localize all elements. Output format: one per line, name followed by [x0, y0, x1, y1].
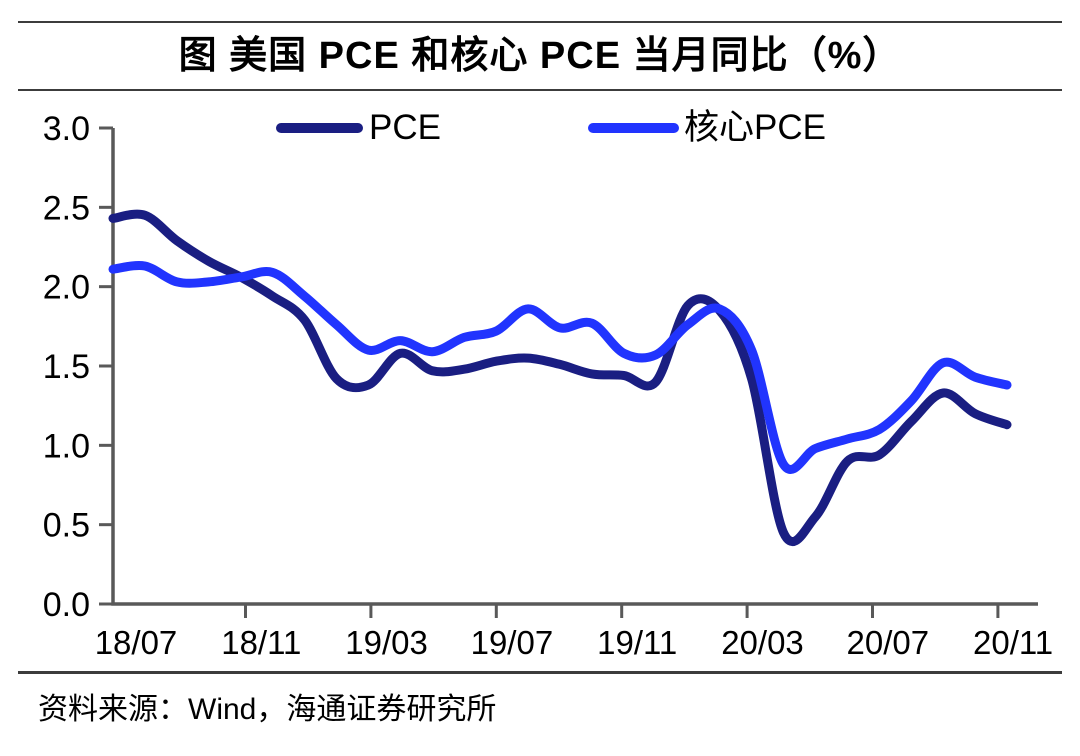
pce-legend-label: PCE	[369, 108, 441, 147]
y-tick-label: 3.0	[43, 110, 90, 148]
bottom-divider	[18, 671, 1062, 674]
title-divider	[18, 89, 1062, 91]
x-tick-label: 18/11	[221, 624, 301, 661]
pce-legend-line	[276, 123, 363, 133]
y-tick-label: 1.5	[43, 348, 90, 386]
core-pce-legend-line	[588, 123, 679, 133]
y-tick-label: 2.5	[43, 189, 90, 227]
pce-line	[108, 209, 1012, 546]
chart-title: 图 美国 PCE 和核心 PCE 当月同比（%）	[178, 35, 902, 77]
x-tick-label: 19/03	[345, 624, 428, 661]
x-tick-label: 20/11	[973, 624, 1053, 661]
x-tick-label: 20/07	[847, 624, 930, 661]
y-tick-label: 0.5	[43, 507, 90, 545]
top-divider	[18, 21, 1062, 23]
x-tick-label: 19/11	[597, 624, 677, 661]
core-pce-legend-label: 核心PCE	[684, 108, 826, 147]
x-tick-label: 20/03	[721, 624, 804, 661]
x-tick-label: 18/07	[95, 624, 178, 661]
y-tick-label: 2.0	[43, 269, 90, 307]
core-pce-line	[108, 261, 1012, 474]
source-note: 资料来源：Wind，海通证券研究所	[38, 693, 497, 726]
y-tick-label: 1.0	[43, 427, 90, 465]
x-tick-label: 19/07	[471, 624, 554, 661]
y-tick-label: 0.0	[43, 586, 90, 624]
